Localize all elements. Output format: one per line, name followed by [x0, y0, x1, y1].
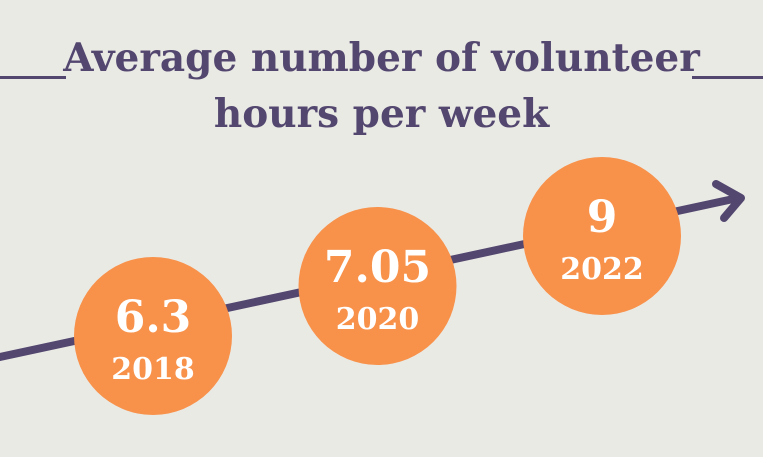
title-rule-right	[692, 76, 763, 79]
data-label-value: 6.3	[115, 292, 192, 343]
data-label-value: 7.05	[324, 242, 431, 293]
trend-arrowhead	[712, 180, 745, 222]
data-label-year: 2022	[560, 252, 644, 287]
data-label-value: 9	[587, 192, 618, 243]
data-label-year: 2018	[111, 352, 195, 387]
data-label-year: 2020	[336, 302, 420, 337]
chart-title-container: Average number of volunteer hours per we…	[0, 30, 763, 142]
bubble-group: 6.3 2018 7.05 2020 9 2022	[74, 157, 681, 415]
bubble-2018	[74, 257, 232, 415]
bubble-2022	[523, 157, 681, 315]
chart-title: Average number of volunteer hours per we…	[63, 35, 700, 137]
title-rule-left	[0, 76, 66, 79]
bubble-2020	[298, 207, 457, 365]
